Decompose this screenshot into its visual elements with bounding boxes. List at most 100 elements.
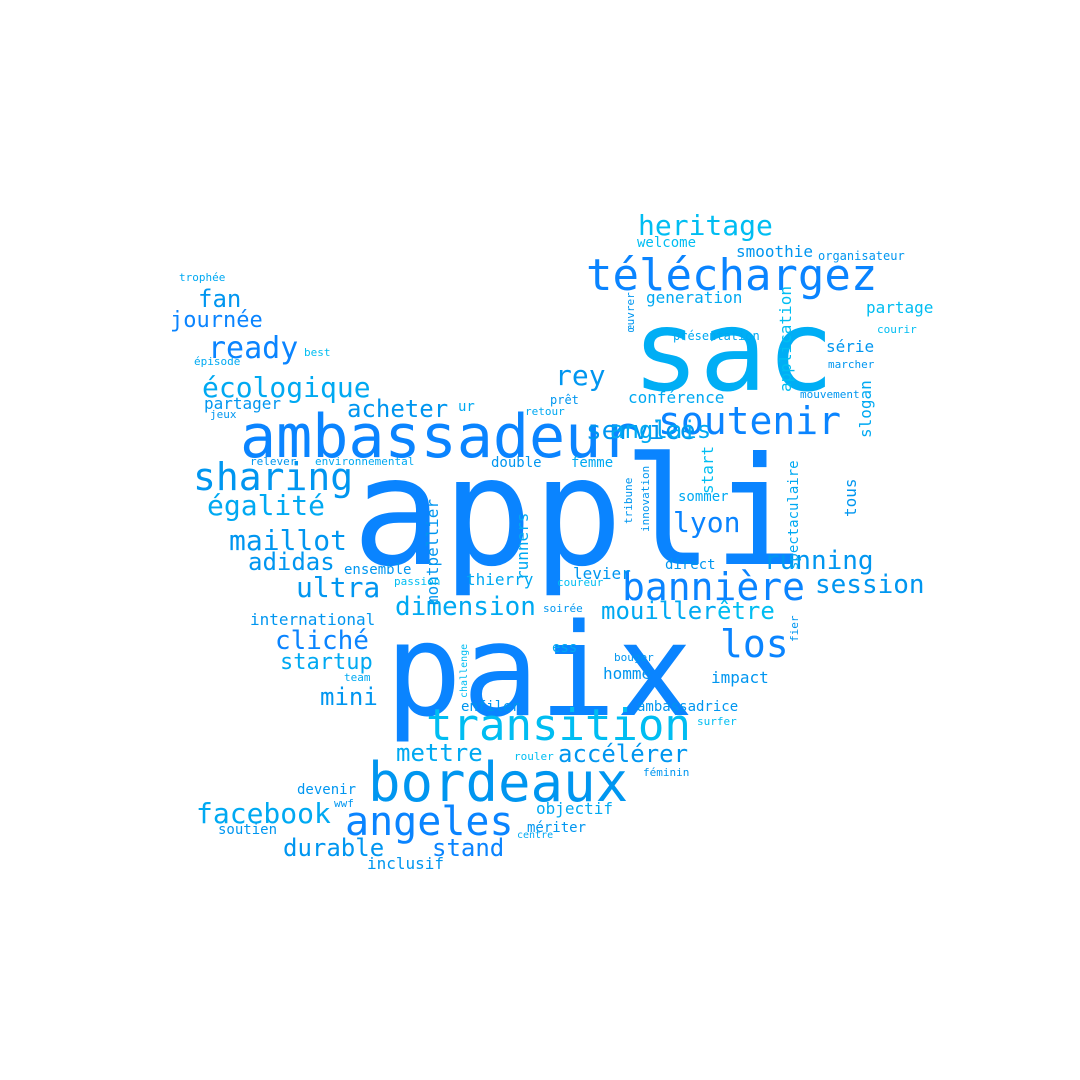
word-rey: rey xyxy=(555,359,606,392)
word-marcher: marcher xyxy=(828,358,875,371)
word-banniere: bannière xyxy=(622,565,806,609)
word-cliche: cliché xyxy=(275,626,369,656)
word-sharing: sharing xyxy=(193,455,354,499)
word-retour: retour xyxy=(525,405,565,418)
word-conference: conférence xyxy=(628,388,725,407)
word-acheter: acheter xyxy=(347,395,449,423)
word-maillot: maillot xyxy=(229,524,348,557)
word-dimension: dimension xyxy=(395,592,536,622)
word-oeuvrer: œuvrer xyxy=(624,292,637,332)
word-stand: stand xyxy=(432,834,505,862)
word-smoothie: smoothie xyxy=(736,242,814,261)
word-start: start xyxy=(698,445,717,494)
word-inclusif: inclusif xyxy=(367,854,445,873)
word-organisateur: organisateur xyxy=(818,249,905,263)
word-environnemental: environnemental xyxy=(315,455,415,468)
word-lyon: lyon xyxy=(673,506,741,539)
word-passion: passion xyxy=(394,575,441,588)
word-best: best xyxy=(304,346,331,359)
word-soutenir: soutenir xyxy=(658,399,842,443)
word-devenir: devenir xyxy=(297,782,357,798)
word-slogan: slogan xyxy=(856,380,875,438)
word-startup: startup xyxy=(280,650,373,675)
word-innovation: innovation xyxy=(639,465,652,532)
word-application: application xyxy=(776,286,795,392)
word-los: los xyxy=(720,622,789,666)
word-coureur: coureur xyxy=(557,576,604,589)
word-transition: transition xyxy=(426,700,691,751)
word-partage: partage xyxy=(866,298,934,317)
word-rouler: rouler xyxy=(514,750,554,763)
word-femme: femme xyxy=(571,455,614,471)
word-episode: épisode xyxy=(194,355,241,368)
word-ess: ess xyxy=(552,640,578,656)
word-mini: mini xyxy=(320,683,378,711)
word-egalite: égalité xyxy=(207,489,326,522)
word-bordeaux: bordeaux xyxy=(368,751,629,814)
word-team: team xyxy=(344,671,371,684)
word-generation: generation xyxy=(646,288,743,307)
word-tous: tous xyxy=(841,478,860,517)
word-tribune: tribune xyxy=(622,477,635,524)
word-impact: impact xyxy=(711,668,769,687)
word-adidas: adidas xyxy=(248,548,335,576)
word-accelerer: accélérer xyxy=(558,740,689,768)
word-courir: courir xyxy=(877,323,917,336)
word-sac: sac xyxy=(632,287,835,417)
word-ensemble: ensemble xyxy=(344,562,412,578)
word-wwf: wwf xyxy=(334,797,354,810)
word-mouvement: mouvement xyxy=(800,388,860,401)
word-bouger: bouger xyxy=(614,651,654,664)
word-double: double xyxy=(491,455,542,471)
word-ready: ready xyxy=(208,331,299,366)
word-appli: appli xyxy=(352,426,804,600)
word-welcome: welcome xyxy=(637,235,697,251)
word-levier: levier xyxy=(573,564,631,583)
word-jeux: jeux xyxy=(210,408,237,421)
word-meriter: mériter xyxy=(527,820,587,836)
word-presentation: présentation xyxy=(673,329,760,343)
word-journee: journée xyxy=(170,308,263,333)
word-direct: direct xyxy=(665,557,716,573)
word-relever: relever xyxy=(250,455,297,468)
word-objectif: objectif xyxy=(536,799,614,818)
word-centre: centre xyxy=(517,830,554,841)
word-soiree: soirée xyxy=(543,602,583,615)
word-soutien: soutien xyxy=(218,822,278,838)
word-ur: ur xyxy=(458,399,475,415)
word-thierry: thierry xyxy=(466,570,534,589)
word-challenge: challenge xyxy=(459,643,470,698)
word-sommer: sommer xyxy=(678,489,729,505)
word-heritage: heritage xyxy=(638,209,773,242)
word-service: service xyxy=(586,416,696,446)
word-etre: être xyxy=(717,597,775,625)
word-ambassadeur: ambassadeur xyxy=(240,402,638,472)
word-pret: prêt xyxy=(550,393,579,407)
word-facebook: facebook xyxy=(196,797,331,830)
word-mouiller: mouiller xyxy=(601,597,717,625)
word-enfiler: enfiler xyxy=(461,699,521,715)
word-durable: durable xyxy=(283,834,385,862)
word-trophee: trophée xyxy=(179,271,226,284)
word-mettre: mettre xyxy=(396,739,483,767)
word-telechargez: téléchargez xyxy=(586,250,878,301)
word-feminin: féminin xyxy=(643,766,690,779)
word-international: international xyxy=(250,610,376,629)
word-fan: fan xyxy=(198,285,242,313)
word-angeles: angeles xyxy=(345,799,514,845)
word-ultra: ultra xyxy=(296,571,381,604)
word-spectaculaire: spectaculaire xyxy=(786,460,802,570)
word-serie: série xyxy=(826,337,875,356)
word-ecologique: écologique xyxy=(202,371,371,404)
word-partager: partager xyxy=(204,394,282,413)
word-homme: homme xyxy=(603,664,652,683)
word-session: session xyxy=(815,570,925,600)
word-running: running xyxy=(764,546,874,576)
word-surfer: surfer xyxy=(697,715,737,728)
word-ambassadrice: ambassadrice xyxy=(637,699,739,715)
word-paix: paix xyxy=(385,597,694,746)
word-montpellier: montpellier xyxy=(423,499,442,605)
word-fier: fier xyxy=(788,615,801,643)
word-anglais: anglais xyxy=(610,416,712,444)
